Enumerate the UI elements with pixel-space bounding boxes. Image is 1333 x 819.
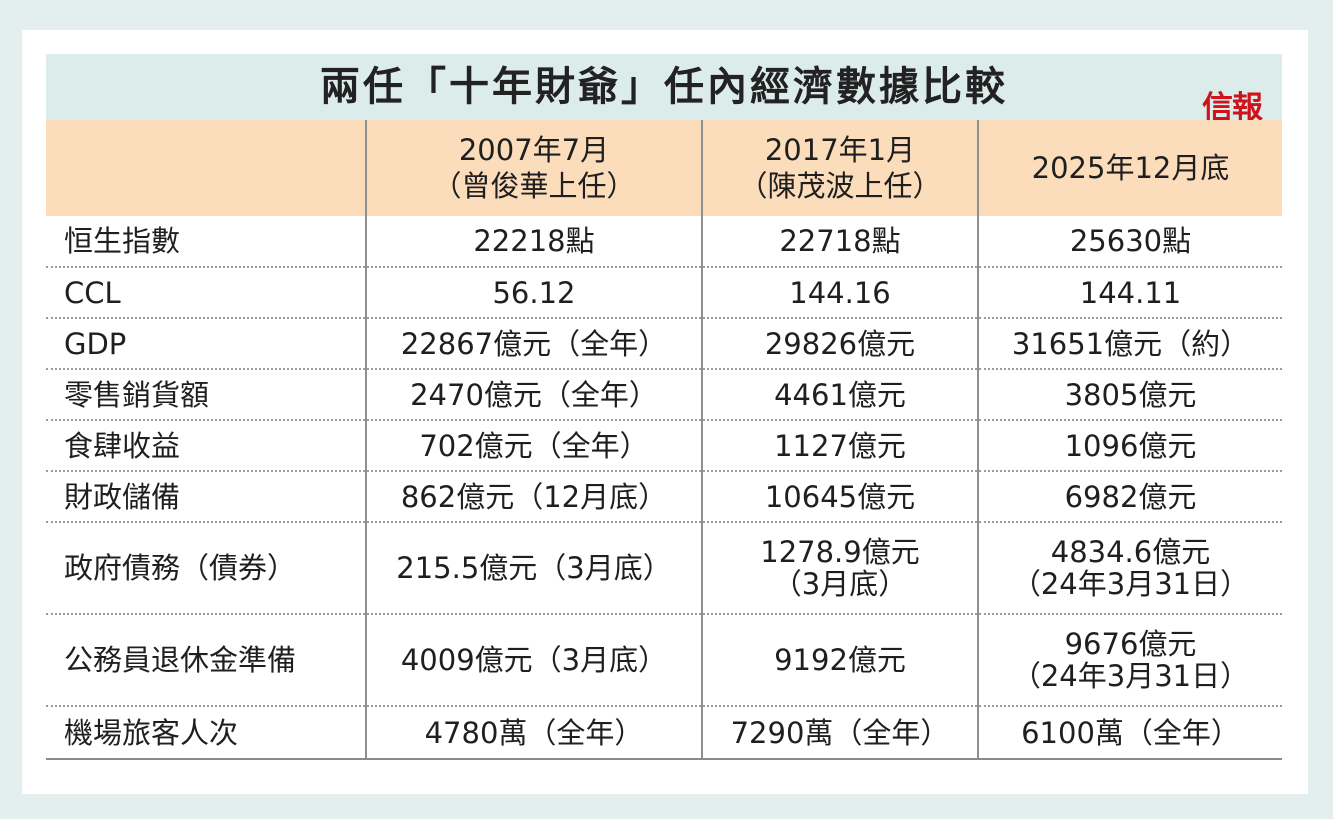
table-row: GDP 22867億元（全年） 29826億元 31651億元（約） bbox=[46, 318, 1282, 370]
cell-2025: 9676億元 （24年3月31日） bbox=[977, 614, 1282, 707]
cell-2007: 4780萬（全年） bbox=[365, 706, 702, 760]
header-2025: 2025年12月底 bbox=[977, 120, 1282, 216]
cell-2025: 3805億元 bbox=[977, 369, 1282, 421]
row-label: 財政儲備 bbox=[46, 471, 366, 523]
cell-2007: 2470億元（全年） bbox=[365, 369, 702, 421]
cell-2007: 862億元（12月底） bbox=[365, 471, 702, 523]
table-row: 公務員退休金準備 4009億元（3月底） 9192億元 9676億元 （24年3… bbox=[46, 614, 1282, 707]
row-label: 機場旅客人次 bbox=[46, 706, 366, 760]
header-2007-date: 2007年7月 bbox=[458, 133, 610, 167]
cell-2007: 22218點 bbox=[365, 216, 702, 268]
cell-2017-line2: （3月底） bbox=[772, 567, 908, 601]
header-2017: 2017年1月 （陳茂波上任） bbox=[701, 120, 978, 216]
table-row: CCL 56.12 144.16 144.11 bbox=[46, 267, 1282, 319]
row-label: CCL bbox=[46, 267, 366, 319]
header-corner bbox=[46, 120, 366, 216]
cell-2017: 144.16 bbox=[701, 267, 978, 319]
row-label: GDP bbox=[46, 318, 366, 370]
header-2017-note: （陳茂波上任） bbox=[738, 169, 942, 203]
table-row: 財政儲備 862億元（12月底） 10645億元 6982億元 bbox=[46, 471, 1282, 523]
cell-2025-line1: 4834.6億元 bbox=[1050, 535, 1211, 569]
cell-2025: 25630點 bbox=[977, 216, 1282, 268]
row-label: 恒生指數 bbox=[46, 216, 366, 268]
cell-2025: 6100萬（全年） bbox=[977, 706, 1282, 760]
cell-2007: 215.5億元（3月底） bbox=[365, 522, 702, 615]
header-2025-date: 2025年12月底 bbox=[1031, 151, 1230, 185]
title-bar: 兩任「十年財爺」任內經濟數據比較 bbox=[46, 54, 1282, 120]
cell-2025: 31651億元（約） bbox=[977, 318, 1282, 370]
table-row: 恒生指數 22218點 22718點 25630點 bbox=[46, 216, 1282, 268]
cell-2017: 1278.9億元 （3月底） bbox=[701, 522, 978, 615]
row-label: 食肆收益 bbox=[46, 420, 366, 472]
table-title: 兩任「十年財爺」任內經濟數據比較 bbox=[320, 64, 1008, 110]
table-row: 機場旅客人次 4780萬（全年） 7290萬（全年） 6100萬（全年） bbox=[46, 706, 1282, 760]
header-2007: 2007年7月 （曾俊華上任） bbox=[365, 120, 702, 216]
cell-2017: 1127億元 bbox=[701, 420, 978, 472]
cell-2007: 702億元（全年） bbox=[365, 420, 702, 472]
row-label: 零售銷貨額 bbox=[46, 369, 366, 421]
cell-2007: 22867億元（全年） bbox=[365, 318, 702, 370]
cell-2017: 7290萬（全年） bbox=[701, 706, 978, 760]
cell-2017: 10645億元 bbox=[701, 471, 978, 523]
table-row: 食肆收益 702億元（全年） 1127億元 1096億元 bbox=[46, 420, 1282, 472]
cell-2025: 4834.6億元 （24年3月31日） bbox=[977, 522, 1282, 615]
header-2007-note: （曾俊華上任） bbox=[432, 169, 636, 203]
table-row: 零售銷貨額 2470億元（全年） 4461億元 3805億元 bbox=[46, 369, 1282, 421]
comparison-table: 2007年7月 （曾俊華上任） 2017年1月 （陳茂波上任） 2025年12月… bbox=[46, 120, 1282, 760]
cell-2017: 22718點 bbox=[701, 216, 978, 268]
cell-2017-line1: 1278.9億元 bbox=[760, 535, 920, 569]
row-label: 政府債務（債券） bbox=[46, 522, 366, 615]
row-label: 公務員退休金準備 bbox=[46, 614, 366, 707]
header-row: 2007年7月 （曾俊華上任） 2017年1月 （陳茂波上任） 2025年12月… bbox=[46, 120, 1282, 216]
infographic-card: 兩任「十年財爺」任內經濟數據比較 信報 2007年7月 （曾俊華上任） 2017… bbox=[22, 30, 1308, 794]
cell-2025-line2: （24年3月31日） bbox=[1011, 659, 1250, 693]
cell-2025: 1096億元 bbox=[977, 420, 1282, 472]
header-2017-date: 2017年1月 bbox=[764, 133, 916, 167]
cell-2017: 29826億元 bbox=[701, 318, 978, 370]
cell-2025-line2: （24年3月31日） bbox=[1011, 567, 1250, 601]
cell-2007: 4009億元（3月底） bbox=[365, 614, 702, 707]
cell-2025-line1: 9676億元 bbox=[1064, 627, 1197, 661]
cell-2025: 6982億元 bbox=[977, 471, 1282, 523]
cell-2017: 4461億元 bbox=[701, 369, 978, 421]
cell-2025: 144.11 bbox=[977, 267, 1282, 319]
cell-2007: 56.12 bbox=[365, 267, 702, 319]
table-row: 政府債務（債券） 215.5億元（3月底） 1278.9億元 （3月底） 483… bbox=[46, 522, 1282, 615]
cell-2017: 9192億元 bbox=[701, 614, 978, 707]
